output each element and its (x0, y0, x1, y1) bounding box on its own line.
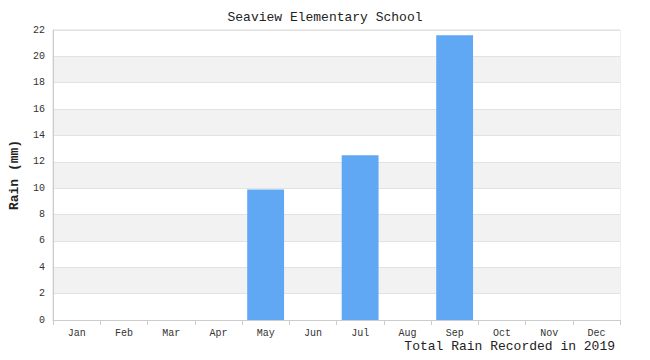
svg-text:16: 16 (33, 104, 45, 115)
svg-text:14: 14 (33, 130, 45, 141)
svg-text:Aug: Aug (398, 328, 416, 339)
svg-text:Jan: Jan (68, 328, 86, 339)
svg-text:Rain (mm): Rain (mm) (7, 140, 22, 210)
svg-text:Sep: Sep (446, 328, 464, 339)
svg-text:18: 18 (33, 77, 45, 88)
svg-text:Jul: Jul (351, 328, 369, 339)
svg-text:Jun: Jun (304, 328, 322, 339)
svg-text:20: 20 (33, 51, 45, 62)
svg-text:12: 12 (33, 156, 45, 167)
svg-text:Feb: Feb (115, 328, 133, 339)
svg-text:2: 2 (39, 288, 45, 299)
svg-text:May: May (257, 328, 275, 339)
svg-text:0: 0 (39, 315, 45, 326)
svg-text:Mar: Mar (162, 328, 180, 339)
svg-text:Apr: Apr (209, 328, 227, 339)
svg-text:Oct: Oct (493, 328, 511, 339)
svg-text:Seaview Elementary School: Seaview Elementary School (227, 10, 422, 25)
svg-text:4: 4 (39, 262, 45, 273)
svg-text:22: 22 (33, 25, 45, 36)
svg-text:8: 8 (39, 209, 45, 220)
svg-text:6: 6 (39, 235, 45, 246)
svg-text:Total Rain Recorded in 2019: Total Rain Recorded in 2019 (404, 339, 615, 354)
svg-text:10: 10 (33, 183, 45, 194)
svg-text:Dec: Dec (587, 328, 605, 339)
svg-text:Nov: Nov (540, 328, 558, 339)
